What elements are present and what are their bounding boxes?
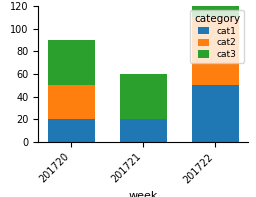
- Bar: [120, 119, 167, 142]
- Bar: [192, 85, 239, 142]
- Legend: cat1, cat2, cat3: cat1, cat2, cat3: [190, 10, 244, 63]
- X-axis label: week: week: [129, 190, 158, 197]
- Bar: [48, 119, 95, 142]
- Bar: [192, 6, 239, 17]
- Bar: [192, 17, 239, 85]
- Bar: [48, 85, 95, 119]
- Bar: [48, 40, 95, 85]
- Bar: [120, 74, 167, 119]
